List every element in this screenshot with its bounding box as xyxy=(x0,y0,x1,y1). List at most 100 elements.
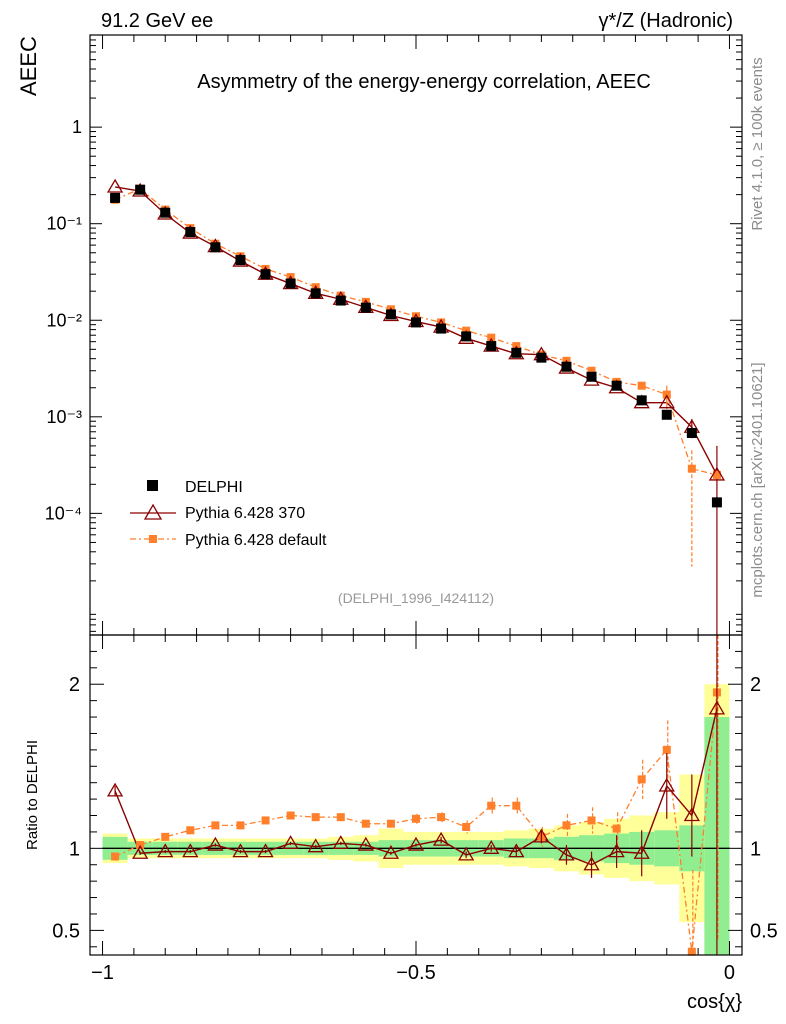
x-axis-label: cos{χ} xyxy=(687,991,742,1013)
point-pythiadefault xyxy=(487,333,496,342)
point-delphi xyxy=(711,497,722,508)
ratio-point-pythia370 xyxy=(558,846,575,861)
ratio-point-pythia370 xyxy=(207,836,224,851)
point-delphi xyxy=(310,288,321,299)
top-panel: 1 10⁻¹ 10⁻² 10⁻³ 10⁻⁴ xyxy=(45,34,742,635)
ratio-point-pythiadefault xyxy=(261,816,270,825)
ratio-point-pythiadefault xyxy=(311,813,320,822)
ratio-point-pythiadefault xyxy=(562,821,571,830)
ratio-point-pythia370 xyxy=(708,700,726,715)
point-delphi xyxy=(335,295,346,306)
ratio-point-pythiadefault xyxy=(462,823,471,831)
ratio-point-pythia370 xyxy=(432,831,450,846)
bottom-y-tick-label: 2 xyxy=(69,674,80,696)
legend-marker-delphi xyxy=(147,480,158,491)
ratio-point-pythia370 xyxy=(307,838,324,853)
top-y-tick-label: 1 xyxy=(72,117,82,137)
ratio-point-pythia370 xyxy=(232,843,249,858)
point-pythia370 xyxy=(106,178,124,193)
ratio-point-pythia370 xyxy=(458,846,475,861)
point-delphi xyxy=(436,323,447,334)
ratio-point-pythiadefault xyxy=(336,813,345,822)
bottom-panel: −1 −0.5 0 0.5 0.5 1 1 2 2 xyxy=(52,635,778,984)
ratio-point-pythia370 xyxy=(132,844,149,859)
ratio-point-pythia370 xyxy=(508,843,525,858)
legend-marker-pythia370 xyxy=(143,503,163,520)
ratio-point-pythia370 xyxy=(332,835,349,850)
ratio-point-pythia370 xyxy=(407,836,425,851)
top-y-tick-label: 10⁻¹ xyxy=(46,214,82,234)
legend-label-pythiadefault: Pythia 6.428 default xyxy=(185,532,327,549)
point-delphi xyxy=(210,242,221,253)
bottom-y-tick-label: 1 xyxy=(69,838,80,860)
point-delphi xyxy=(411,317,421,328)
point-pythia370 xyxy=(708,466,726,481)
point-delphi xyxy=(135,184,146,195)
ratio-point-pythiadefault xyxy=(161,832,170,841)
ratio-point-pythia370 xyxy=(157,843,174,858)
x-tick-label: 0 xyxy=(724,962,735,984)
point-delphi xyxy=(185,227,196,238)
ratio-point-pythia370 xyxy=(608,843,625,858)
point-pythiadefault xyxy=(361,297,370,306)
series-pythia370-line xyxy=(114,186,718,476)
ratio-point-pythiadefault xyxy=(512,801,521,810)
point-delphi xyxy=(686,427,697,438)
point-pythiadefault xyxy=(687,464,696,473)
point-pythiadefault xyxy=(437,318,446,327)
ratio-point-pythia370 xyxy=(633,844,650,859)
ratio-point-pythiadefault xyxy=(662,745,671,754)
top-y-tick-label: 10⁻⁴ xyxy=(45,503,82,523)
bottom-y-tick-label-right: 1 xyxy=(750,838,761,860)
mcplots-label: mcplots.cern.ch [arXiv:2401.10621] xyxy=(749,362,766,597)
ratio-point-pythia370 xyxy=(533,828,550,843)
x-tick-label: −0.5 xyxy=(396,962,435,984)
ratio-point-pythiadefault xyxy=(211,821,220,830)
ratio-point-pythiadefault xyxy=(487,801,496,810)
legend-label-pythia370: Pythia 6.428 370 xyxy=(185,505,305,522)
ratio-point-pythiadefault xyxy=(437,813,446,822)
rivet-label: Rivet 4.1.0, ≥ 100k events xyxy=(749,57,766,230)
ratio-point-pythiadefault xyxy=(386,819,395,828)
ratio-point-pythia370 xyxy=(106,782,124,797)
ratio-point-pythia370 xyxy=(583,856,600,871)
ratio-point-pythiadefault xyxy=(111,852,120,861)
point-delphi xyxy=(636,395,647,406)
point-delphi xyxy=(486,341,497,352)
ratio-point-pythiadefault xyxy=(612,824,621,833)
ratio-point-pythiadefault xyxy=(687,947,696,956)
ratio-point-pythiadefault xyxy=(587,816,596,825)
point-delphi xyxy=(360,302,371,313)
point-delphi xyxy=(385,309,396,320)
legend-marker-pythiadefault xyxy=(149,535,157,543)
bottom-y-tick-label: 0.5 xyxy=(52,920,80,942)
header-right: γ*/Z (Hadronic) xyxy=(599,10,733,32)
bottom-y-tick-label-right: 0.5 xyxy=(750,920,778,942)
ratio-point-pythiadefault xyxy=(361,819,370,828)
point-delphi xyxy=(260,269,271,280)
ratio-point-pythiadefault xyxy=(286,811,295,820)
main-title: Asymmetry of the energy-energy correlati… xyxy=(197,71,651,93)
point-delphi xyxy=(536,352,547,363)
analysis-tag: (DELPHI_1996_I424112) xyxy=(338,590,494,606)
point-delphi xyxy=(285,278,296,289)
legend: DELPHI Pythia 6.428 370 Pythia 6.428 def… xyxy=(130,479,327,549)
point-delphi xyxy=(461,331,472,342)
point-pythia370 xyxy=(658,394,675,409)
x-tick-label: −1 xyxy=(91,962,114,984)
ratio-point-pythia370 xyxy=(182,843,199,858)
point-delphi xyxy=(661,409,672,420)
header-left: 91.2 GeV ee xyxy=(101,10,213,32)
legend-label-delphi: DELPHI xyxy=(185,479,243,496)
point-delphi xyxy=(611,380,622,391)
ratio-point-pythiadefault xyxy=(236,821,245,830)
point-pythiadefault xyxy=(712,470,721,479)
top-y-tick-label: 10⁻² xyxy=(46,310,82,330)
ratio-point-pythia370 xyxy=(683,807,700,822)
point-delphi xyxy=(561,361,572,372)
ratio-point-pythia370 xyxy=(357,836,374,851)
point-delphi xyxy=(235,255,246,266)
point-pythiadefault xyxy=(637,381,646,390)
ratio-point-pythia370 xyxy=(282,835,299,850)
